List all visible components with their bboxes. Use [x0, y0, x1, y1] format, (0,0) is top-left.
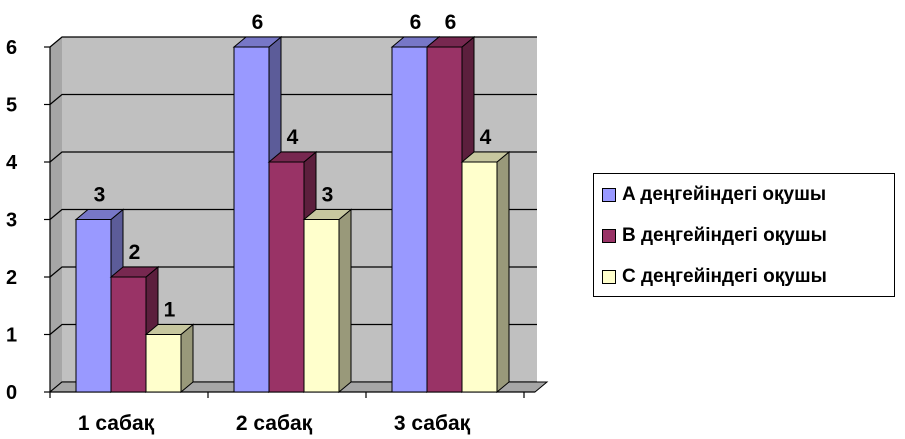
bar-front	[110, 276, 147, 393]
bar-front	[75, 219, 112, 393]
y-tick-label: 0	[6, 382, 17, 404]
data-label: 4	[287, 126, 299, 149]
bar	[144, 323, 195, 394]
bar-front	[461, 161, 498, 393]
data-label: 1	[164, 299, 176, 322]
x-tick-label: 3 сабақ	[394, 412, 471, 435]
bar-side	[180, 323, 194, 394]
gridline	[49, 266, 537, 278]
bar-front	[426, 46, 463, 393]
legend-item-c: C деңгейіндегі оқушы	[602, 262, 827, 292]
gridline	[49, 36, 537, 48]
gridline	[49, 208, 537, 220]
bar-side	[338, 208, 352, 394]
legend-swatch-c	[602, 270, 616, 284]
legend-label-a: A деңгейіндегі оқушы	[622, 184, 827, 205]
y-tick-label: 4	[6, 152, 18, 174]
legend-swatch-b	[602, 229, 616, 243]
legend: A деңгейіндегі оқушы B деңгейіндегі оқуш…	[593, 173, 895, 297]
x-tick-label: 1 сабақ	[78, 412, 155, 435]
bar-front	[233, 46, 270, 393]
legend-item-a: A деңгейіндегі оқушы	[602, 180, 826, 210]
data-label: 3	[322, 184, 334, 207]
legend-swatch-a	[602, 188, 616, 202]
bar-front	[391, 46, 428, 393]
y-tick-label: 3	[6, 210, 17, 232]
legend-label-b: B деңгейіндегі оқушы	[622, 225, 827, 246]
bar-side	[496, 150, 510, 394]
gridline	[49, 323, 537, 335]
bar	[302, 208, 353, 394]
bar	[232, 35, 283, 394]
data-label: 2	[129, 241, 141, 264]
bar-front	[303, 219, 340, 393]
y-tick-label: 1	[6, 325, 17, 347]
data-label: 6	[252, 11, 264, 34]
bars	[74, 35, 511, 394]
data-label: 6	[445, 11, 457, 34]
legend-label-c: C деңгейіндегі оқушы	[622, 266, 827, 287]
data-label: 6	[410, 11, 422, 34]
gridline	[49, 93, 537, 105]
bar	[460, 150, 511, 394]
y-tick-label: 6	[6, 37, 17, 59]
bar-front	[268, 161, 305, 393]
bar-front	[145, 334, 182, 393]
y-tick-label: 5	[6, 95, 17, 117]
gridline	[49, 151, 537, 163]
data-label: 4	[480, 126, 492, 149]
legend-item-b: B деңгейіндегі оқушы	[602, 221, 827, 251]
data-label: 3	[94, 184, 106, 207]
x-tick-label: 2 сабақ	[236, 412, 313, 435]
y-tick-label: 2	[6, 267, 17, 289]
